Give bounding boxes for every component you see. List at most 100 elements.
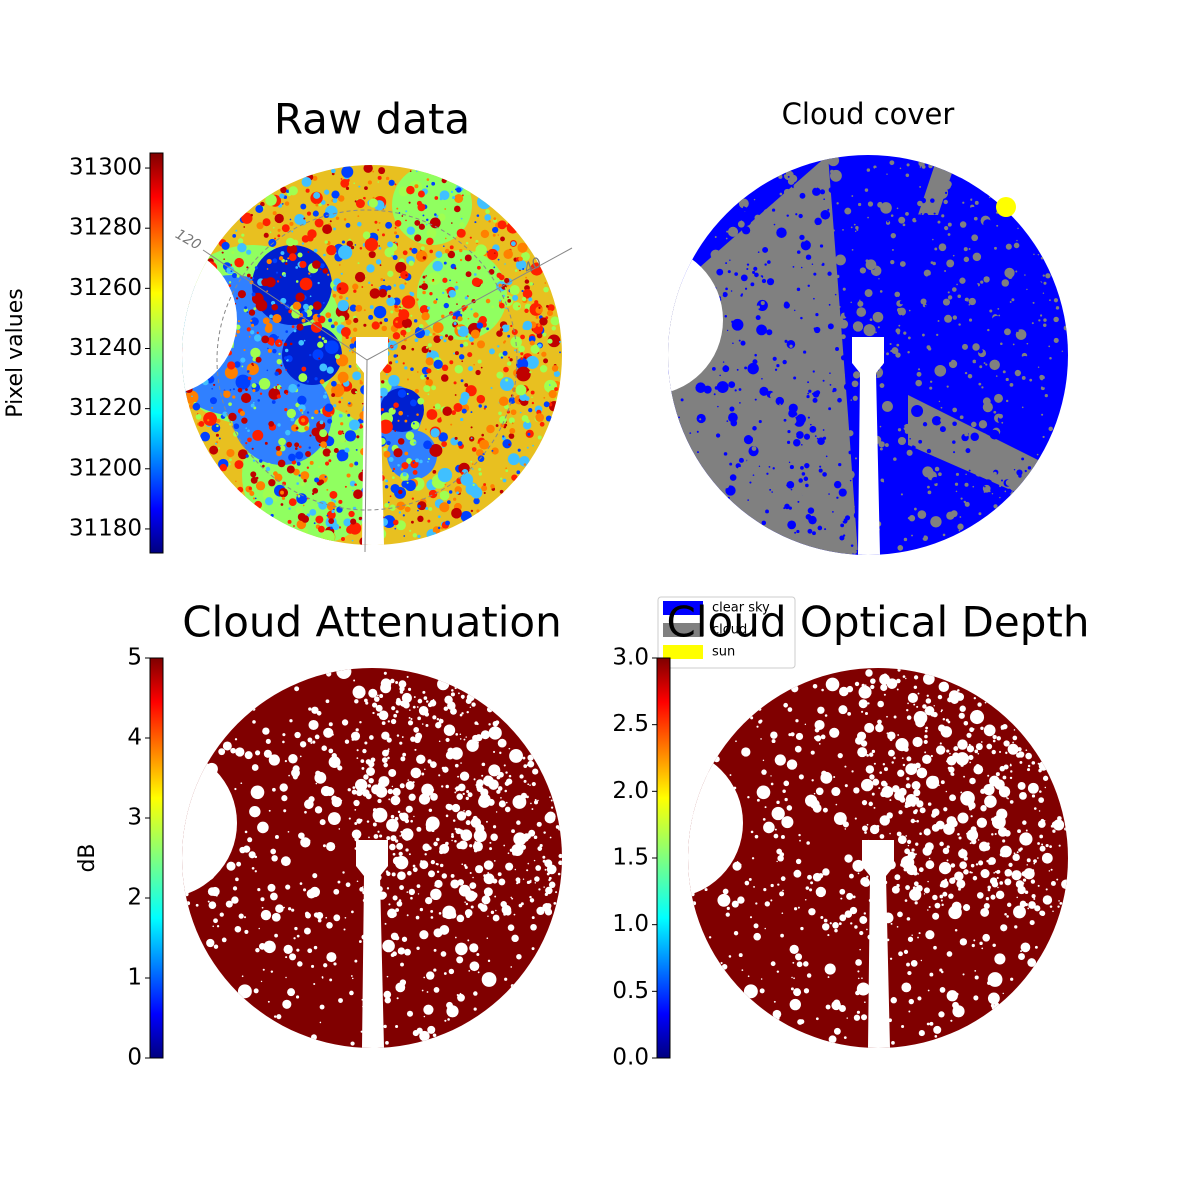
speckle xyxy=(522,267,525,270)
speckle xyxy=(274,498,278,502)
clear-spot xyxy=(461,712,464,715)
speckle xyxy=(796,529,800,534)
speckle xyxy=(447,250,456,259)
legend-label: sun xyxy=(712,645,735,660)
speckle xyxy=(528,335,536,343)
clear-spot xyxy=(922,754,932,765)
clear-spot xyxy=(534,876,540,882)
speckle xyxy=(374,220,378,224)
clear-spot xyxy=(1010,977,1014,981)
clear-spot xyxy=(416,826,422,832)
speckle xyxy=(387,501,390,504)
clear-spot xyxy=(1000,924,1008,932)
speckle xyxy=(680,412,684,416)
speckle xyxy=(970,432,979,441)
speckle xyxy=(849,341,852,344)
clear-spot xyxy=(890,997,897,1004)
speckle xyxy=(250,319,253,322)
speckle xyxy=(327,418,333,424)
speckle xyxy=(777,349,789,361)
speckle xyxy=(816,168,822,174)
clear-spot xyxy=(901,982,912,993)
clear-spot xyxy=(1019,900,1027,908)
speckle xyxy=(803,350,807,354)
speckle xyxy=(909,437,911,440)
speckle xyxy=(892,286,895,289)
speckle xyxy=(823,282,833,292)
speckle xyxy=(455,281,458,284)
speckle xyxy=(928,483,934,489)
clear-spot xyxy=(1037,842,1040,845)
clear-spot xyxy=(336,668,352,680)
speckle xyxy=(361,402,364,405)
speckle xyxy=(1002,370,1006,374)
speckle xyxy=(941,354,943,357)
clear-spot xyxy=(692,901,697,906)
speckle xyxy=(766,329,773,336)
speckle xyxy=(756,299,768,311)
speckle xyxy=(336,282,349,295)
speckle xyxy=(547,304,555,312)
clear-spot xyxy=(957,812,969,824)
clear-spot xyxy=(880,683,888,692)
clear-spot xyxy=(738,953,743,958)
clear-spot xyxy=(829,922,832,925)
clear-spot xyxy=(382,939,395,953)
clear-spot xyxy=(536,821,542,827)
speckle xyxy=(820,209,831,220)
clear-spot xyxy=(1029,920,1035,926)
speckle xyxy=(959,277,966,284)
speckle xyxy=(766,278,775,286)
clear-spot xyxy=(875,723,884,733)
speckle xyxy=(510,324,513,328)
speckle xyxy=(354,390,358,394)
clear-spot xyxy=(1023,868,1035,880)
speckle xyxy=(807,507,815,514)
speckle xyxy=(532,444,534,447)
clear-spot xyxy=(398,680,407,688)
speckle xyxy=(259,392,263,395)
speckle xyxy=(951,335,954,338)
speckle xyxy=(979,365,983,369)
speckle xyxy=(498,302,505,309)
speckle xyxy=(936,333,939,337)
clear-spot xyxy=(441,873,447,879)
speckle xyxy=(761,278,767,284)
speckle xyxy=(961,502,965,505)
speckle xyxy=(726,329,729,332)
speckle xyxy=(778,254,782,258)
speckle xyxy=(298,445,302,449)
speckle xyxy=(722,365,730,373)
clear-spot xyxy=(297,961,303,967)
speckle xyxy=(295,266,299,269)
clear-spot xyxy=(914,762,921,769)
speckle xyxy=(1042,292,1045,294)
clear-spot xyxy=(1045,843,1049,848)
speckle xyxy=(826,531,830,536)
clear-spot xyxy=(839,686,849,697)
clear-spot xyxy=(1002,839,1006,843)
speckle xyxy=(908,286,911,289)
clear-spot xyxy=(436,837,440,842)
clear-spot xyxy=(511,934,519,943)
speckle xyxy=(425,274,428,277)
speckle xyxy=(299,277,313,291)
speckle xyxy=(470,509,474,513)
speckle xyxy=(434,403,441,410)
speckle xyxy=(398,410,404,416)
speckle xyxy=(803,446,810,452)
clear-spot xyxy=(938,1011,945,1018)
speckle xyxy=(324,475,327,478)
speckle xyxy=(437,213,446,222)
speckle xyxy=(746,342,758,354)
clear-spot xyxy=(430,916,434,919)
colorbar-tick-label: 31220 xyxy=(69,395,142,421)
speckle xyxy=(938,243,947,252)
speckle xyxy=(919,186,922,188)
speckle xyxy=(726,230,729,233)
speckle xyxy=(338,295,343,300)
speckle xyxy=(377,229,379,231)
clear-spot xyxy=(773,833,779,839)
clear-spot xyxy=(288,907,292,911)
speckle xyxy=(306,466,310,469)
